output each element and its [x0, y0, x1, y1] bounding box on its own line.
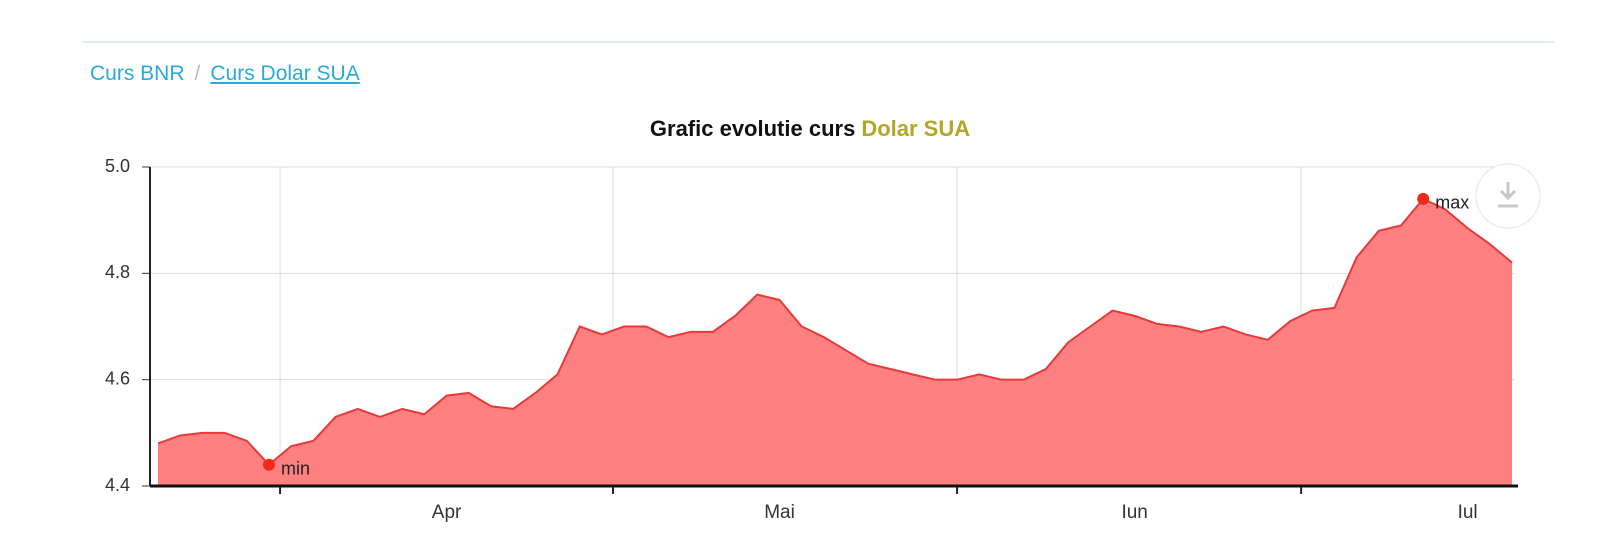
breadcrumb-link[interactable]: Curs BNR: [90, 62, 185, 85]
breadcrumb-link[interactable]: Curs Dolar SUA: [210, 62, 360, 85]
title-highlight: Dolar SUA: [861, 116, 970, 141]
area: [158, 198, 1512, 486]
divider: [82, 41, 1555, 43]
extreme-marker: [262, 458, 275, 471]
separator: /: [194, 62, 201, 85]
line: [157, 197, 1513, 467]
extreme-label: max: [1435, 193, 1469, 213]
x-tick-label: Iun: [1121, 502, 1147, 523]
download-icon: [1498, 182, 1518, 208]
x-tick-label: Iul: [1458, 502, 1478, 523]
y-tick-label: 4.6: [105, 368, 130, 388]
chart-title: Grafic evolutie curs Dolar SUA: [650, 116, 970, 141]
extreme-label: min: [281, 458, 310, 478]
y-tick-label: 5.0: [105, 156, 130, 176]
title-text: Grafic evolutie curs: [650, 116, 855, 141]
extreme-marker: [1417, 192, 1430, 205]
breadcrumb: Curs BNR / Curs Dolar SUA: [90, 62, 360, 86]
y-tick-label: 4.4: [105, 475, 130, 495]
y-tick-label: 4.8: [105, 262, 130, 282]
x-tick-label: Apr: [432, 502, 462, 523]
x-tick-label: Mai: [764, 502, 795, 523]
